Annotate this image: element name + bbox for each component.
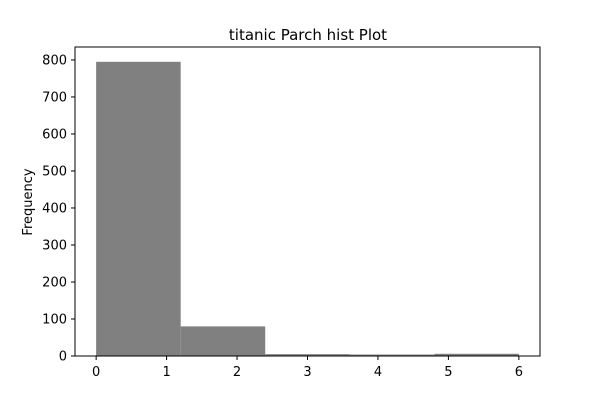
y-tick-label-0: 0 bbox=[59, 350, 67, 365]
x-tick-label-3: 3 bbox=[303, 365, 311, 380]
x-tick-label-2: 2 bbox=[233, 365, 241, 380]
y-tick-label-4: 400 bbox=[42, 201, 67, 216]
histogram-bar-0 bbox=[96, 61, 181, 356]
x-tick-label-1: 1 bbox=[162, 365, 170, 380]
y-tick-label-1: 100 bbox=[42, 312, 67, 327]
histogram-bar-4 bbox=[434, 353, 519, 356]
x-tick-label-6: 6 bbox=[515, 365, 523, 380]
x-axis-ticks: 0 1 2 3 4 5 6 bbox=[92, 356, 523, 380]
x-tick-label-4: 4 bbox=[374, 365, 382, 380]
y-tick-label-6: 600 bbox=[42, 127, 67, 142]
histogram-bar-3 bbox=[349, 354, 435, 356]
y-tick-label-8: 800 bbox=[42, 53, 67, 68]
y-tick-label-2: 200 bbox=[42, 275, 67, 290]
y-tick-label-3: 300 bbox=[42, 238, 67, 253]
x-tick-label-5: 5 bbox=[444, 365, 452, 380]
histogram-bar-1 bbox=[180, 326, 266, 356]
x-tick-label-0: 0 bbox=[92, 365, 100, 380]
y-tick-label-7: 700 bbox=[42, 90, 67, 105]
y-axis-ticks: 0 100 200 300 400 500 600 700 800 bbox=[42, 53, 75, 365]
chart-title: titanic Parch hist Plot bbox=[229, 26, 387, 44]
y-axis-label: Frequency bbox=[21, 168, 36, 235]
bars-group bbox=[96, 61, 519, 356]
histogram-bar-2 bbox=[265, 354, 350, 356]
y-tick-label-5: 500 bbox=[42, 164, 67, 179]
plot-frame bbox=[74, 46, 541, 357]
